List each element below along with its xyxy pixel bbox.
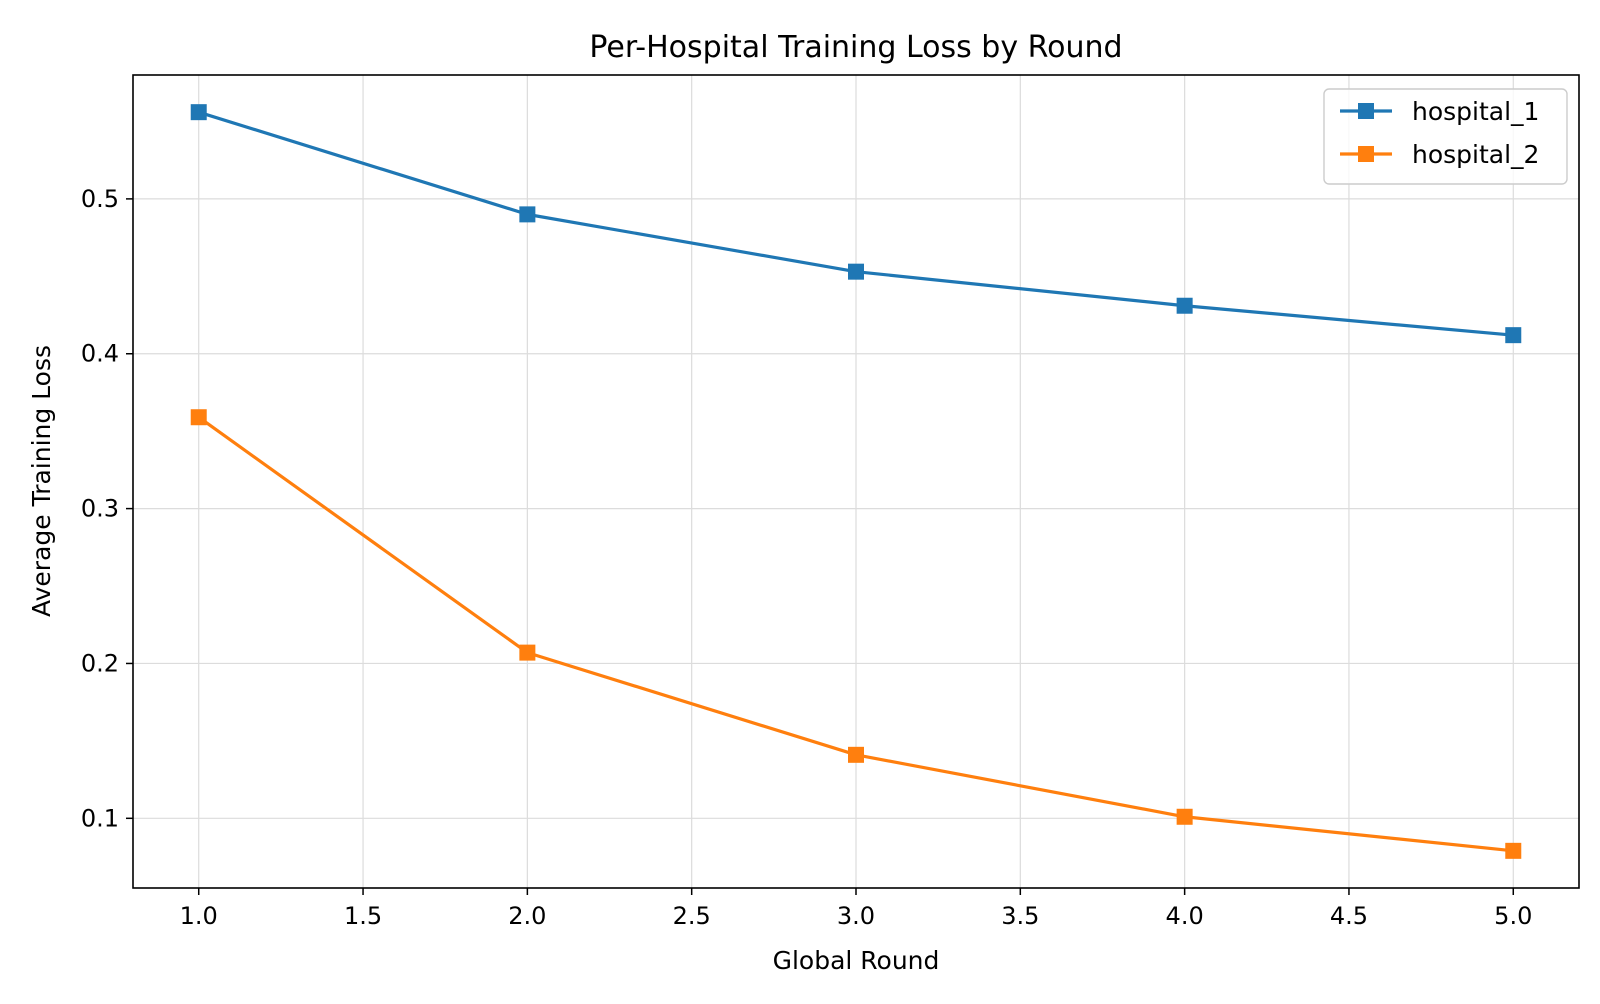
legend: hospital_1 hospital_2 (1323, 88, 1568, 185)
series-hospital_1 (190, 104, 1522, 344)
data-point (1505, 327, 1522, 344)
legend-marker (1358, 146, 1374, 162)
x-tick-label: 5.0 (1494, 902, 1532, 930)
y-axis-label: Average Training Loss (27, 345, 56, 617)
series-layer (190, 104, 1522, 859)
data-point (190, 409, 207, 426)
data-point (848, 746, 864, 763)
x-tick-label: 2.0 (508, 902, 546, 930)
legend-items: hospital_1 hospital_2 (1340, 97, 1539, 169)
y-tick-label: 0.5 (81, 185, 119, 213)
y-tick-label: 0.4 (81, 340, 119, 368)
x-tick-label: 2.5 (673, 902, 711, 930)
data-point (190, 104, 207, 121)
series-hospital_2 (190, 409, 1522, 859)
chart-title: Per-Hospital Training Loss by Round (589, 30, 1122, 65)
x-tick-label: 4.5 (1330, 902, 1368, 930)
legend-label: hospital_1 (1412, 97, 1539, 126)
x-axis-label: Global Round (773, 946, 940, 975)
data-point (1176, 808, 1193, 825)
y-tick-label: 0.1 (81, 804, 119, 832)
data-point (519, 206, 536, 223)
legend-label: hospital_2 (1412, 140, 1539, 169)
legend-frame (1323, 88, 1568, 185)
legend-item: hospital_1 (1340, 97, 1539, 126)
y-tick-label: 0.2 (81, 649, 119, 677)
data-point (1176, 297, 1193, 314)
x-tick-label: 3.5 (1001, 902, 1039, 930)
legend-marker (1358, 103, 1374, 119)
x-tick-label: 3.0 (837, 902, 875, 930)
tick-layer: 1.0 1.5 2.0 2.5 3.0 3.5 4.0 4.5 5.0 0.1 0.2 0.3 0.4 0… (81, 185, 1533, 930)
data-point (848, 263, 864, 280)
legend-item: hospital_2 (1340, 140, 1539, 169)
data-point (1505, 842, 1522, 859)
y-tick-label: 0.3 (81, 495, 119, 523)
data-point (519, 644, 536, 661)
x-tick-label: 1.0 (180, 902, 218, 930)
x-tick-label: 1.5 (344, 902, 382, 930)
x-tick-label: 4.0 (1166, 902, 1204, 930)
